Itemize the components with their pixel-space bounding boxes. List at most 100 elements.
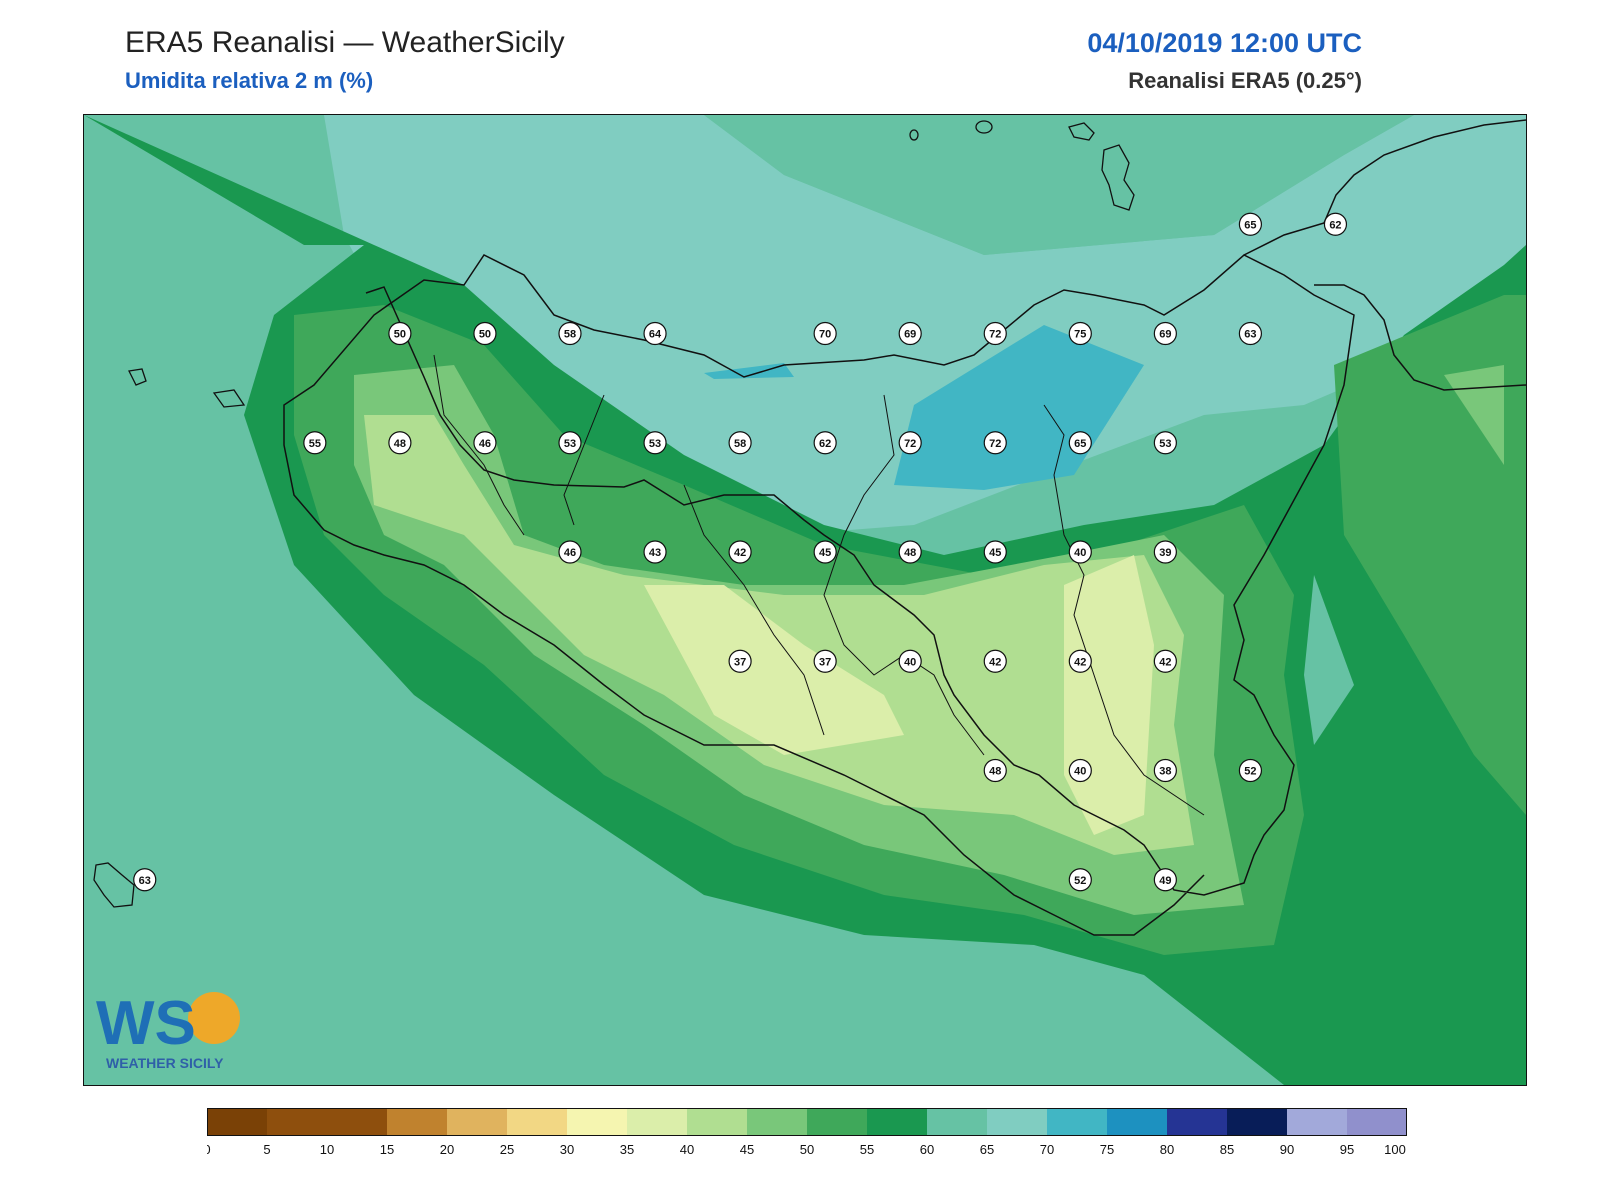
station-value: 62 (819, 438, 831, 450)
colorbar-segment (207, 1108, 267, 1136)
station-marker: 50 (473, 321, 497, 346)
station-value: 53 (1159, 438, 1171, 450)
station-marker: 53 (1153, 431, 1177, 455)
station-dot (898, 649, 922, 673)
station-value: 46 (564, 547, 576, 559)
station-marker: 50 (388, 321, 412, 346)
colorbar-segment (387, 1108, 447, 1136)
island-favignana (128, 368, 246, 408)
station-marker: 46 (473, 431, 497, 455)
station-marker: 48 (898, 540, 922, 564)
colorbar-tick-label: 0 (207, 1142, 211, 1157)
station-dot (813, 540, 837, 564)
station-value: 70 (819, 329, 831, 341)
station-dot (643, 431, 667, 455)
station-dot (1238, 758, 1263, 783)
station-dot (983, 649, 1007, 673)
station-value: 72 (989, 438, 1001, 450)
station-dot (983, 321, 1007, 346)
station-value: 69 (1159, 329, 1171, 341)
contour-band-60-65-east (1304, 575, 1354, 745)
colorbar-tick-label: 10 (320, 1142, 334, 1157)
station-marker: 42 (1153, 649, 1177, 673)
station-marker: 42 (1068, 649, 1092, 673)
station-dot (813, 649, 837, 673)
station-marker: 48 (388, 431, 412, 455)
colorbar-tick-label: 55 (860, 1142, 874, 1157)
station-dot (558, 321, 582, 346)
humidity-map: 50 50 58 64 70 69 72 75 69 63 65 62 55 48 46 53 53 58 62 72… (84, 115, 1526, 1085)
station-value: 42 (734, 547, 746, 559)
colorbar-tick-label: 60 (920, 1142, 934, 1157)
station-dot (473, 321, 497, 346)
station-marker: 64 (643, 321, 667, 346)
map-panel[interactable]: 50 50 58 64 70 69 72 75 69 63 65 62 55 48 46 53 53 58 62 72… (83, 114, 1527, 1086)
station-value: 64 (649, 329, 662, 341)
station-value: 75 (1074, 329, 1086, 341)
station-dot (983, 758, 1007, 783)
station-dot (643, 540, 667, 564)
dataset-label: Reanalisi ERA5 (0.25°) (1128, 68, 1362, 93)
station-value: 62 (1329, 219, 1341, 231)
colorbar-tick-label: 100 (1384, 1142, 1406, 1157)
province-boundaries (433, 354, 1205, 816)
station-dot (728, 649, 752, 673)
calabria-coastline (1243, 119, 1526, 391)
station-value: 40 (904, 656, 916, 668)
station-value: 42 (1074, 656, 1086, 668)
station-dot (643, 321, 667, 346)
colorbar-tick-label: 85 (1220, 1142, 1234, 1157)
station-dot (1153, 868, 1177, 892)
station-value: 49 (1159, 875, 1171, 887)
contour-band-35-40 (644, 585, 904, 755)
island-alicudi (975, 120, 993, 134)
station-value: 58 (564, 329, 576, 341)
station-value: 37 (734, 656, 746, 668)
station-dot (1068, 649, 1092, 673)
station-dot (1323, 212, 1348, 236)
station-dot (558, 540, 582, 564)
station-value: 45 (819, 547, 831, 559)
station-marker: 48 (983, 758, 1007, 783)
logo-monogram: WS (96, 989, 196, 1058)
station-marker: 53 (643, 431, 667, 455)
station-marker: 65 (1068, 431, 1092, 455)
station-marker: 40 (1068, 758, 1092, 783)
station-value: 42 (989, 656, 1001, 668)
station-dot (1068, 758, 1092, 783)
station-markers: 50 50 58 64 70 69 72 75 69 63 65 62 55 48 46 53 53 58 62 72… (133, 212, 1348, 892)
contour-band-35-40-east (1064, 555, 1154, 835)
colorbar-tick-label: 5 (263, 1142, 270, 1157)
datetime-label: 04/10/2019 12:00 UTC (1087, 28, 1362, 58)
station-dot (1238, 212, 1263, 236)
station-marker: 46 (558, 540, 582, 564)
station-value: 42 (1159, 656, 1171, 668)
station-dot (898, 431, 922, 455)
station-marker: 55 (303, 431, 327, 455)
colorbar-segment (267, 1108, 327, 1136)
station-marker: 62 (813, 431, 837, 455)
station-marker: 58 (558, 321, 582, 346)
station-dot (558, 431, 582, 455)
station-dot (898, 540, 922, 564)
station-marker: 45 (813, 540, 837, 564)
colorbar-segment (987, 1108, 1047, 1136)
colorbar-segment (1227, 1108, 1287, 1136)
station-value: 48 (989, 766, 1001, 778)
station-marker: 45 (983, 540, 1007, 564)
colorbar-tick-label: 75 (1100, 1142, 1114, 1157)
contour-band-45-50-east (1444, 365, 1504, 465)
station-marker: 69 (1153, 321, 1177, 346)
station-value: 65 (1074, 438, 1086, 450)
station-value: 48 (394, 438, 406, 450)
colorbar-tick-label: 70 (1040, 1142, 1054, 1157)
station-dot (1153, 540, 1177, 564)
station-marker: 75 (1068, 321, 1092, 346)
colorbar-segment (567, 1108, 627, 1136)
colorbar-tick-label: 50 (800, 1142, 814, 1157)
colorbar-tick-label: 25 (500, 1142, 514, 1157)
station-dot (473, 431, 497, 455)
station-marker: 49 (1153, 868, 1177, 892)
station-value: 46 (479, 438, 491, 450)
colorbar-tick-label: 35 (620, 1142, 634, 1157)
